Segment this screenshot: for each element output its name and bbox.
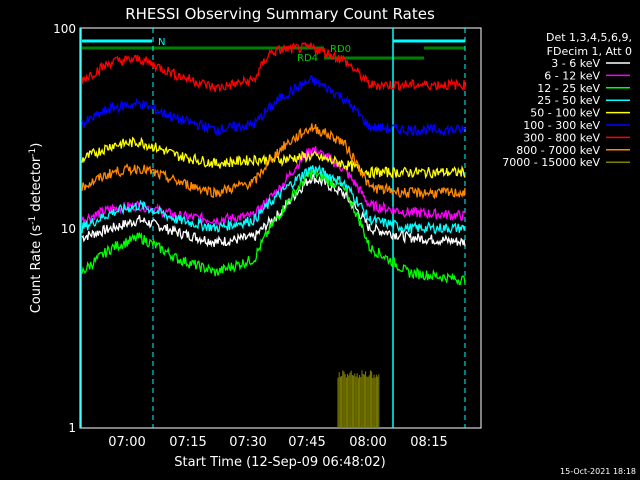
series-path	[81, 167, 466, 286]
x-tick-label: 07:30	[229, 435, 266, 450]
series-path	[81, 41, 466, 93]
plot-frame	[79, 27, 482, 429]
x-tick-label: 07:00	[108, 435, 145, 450]
legend-label: 7000 - 15000 keV	[502, 156, 600, 169]
rd4-label: RD4	[297, 53, 318, 64]
x-tick-labels: 07:00 07:15 07:30 07:45 08:00 08:15	[108, 435, 447, 450]
series-path	[81, 75, 466, 138]
series-layer	[81, 41, 466, 428]
y-tick-label: 10	[61, 222, 76, 236]
series-path	[81, 164, 466, 235]
footer-date: 15-Oct-2021 18:18	[560, 467, 636, 476]
series-line	[81, 123, 466, 200]
legend-label: 3 - 6 keV	[551, 57, 600, 70]
series-path	[81, 123, 466, 200]
series-line	[81, 41, 466, 93]
legend-label: 800 - 7000 keV	[516, 144, 600, 157]
series-line	[81, 146, 466, 227]
series-path	[81, 146, 466, 227]
x-tick-label: 08:15	[410, 435, 447, 450]
series-line	[337, 370, 380, 428]
x-tick-label: 07:15	[169, 435, 206, 450]
legend-label: 6 - 12 keV	[544, 69, 600, 82]
series-line	[81, 164, 466, 235]
legend-label: 12 - 25 keV	[537, 82, 600, 95]
y-tick-label: 1	[68, 421, 76, 435]
rd0-label: RD0	[330, 44, 351, 55]
legend: Det 1,3,4,5,6,9, FDecim 1, Att 0 3 - 6 k…	[502, 31, 632, 169]
y-tick-label: 100	[53, 22, 76, 36]
x-tick-label: 08:00	[349, 435, 386, 450]
chart-title: RHESSI Observing Summary Count Rates	[125, 5, 435, 23]
legend-label: 50 - 100 keV	[530, 107, 600, 120]
legend-label: 100 - 300 keV	[523, 119, 600, 132]
legend-header: FDecim 1, Att 0	[547, 45, 632, 58]
series-line	[81, 75, 466, 138]
x-axis-label: Start Time (12-Sep-09 06:48:02)	[174, 455, 385, 470]
legend-label: 300 - 800 keV	[523, 131, 600, 144]
x-tick-label: 07:45	[288, 435, 325, 450]
series-line	[81, 167, 466, 286]
legend-label: 25 - 50 keV	[537, 94, 600, 107]
night-label: N	[158, 37, 165, 48]
legend-header: Det 1,3,4,5,6,9,	[546, 31, 632, 44]
y-axis-label: Count Rate (s-1 detector-1)	[28, 143, 44, 314]
